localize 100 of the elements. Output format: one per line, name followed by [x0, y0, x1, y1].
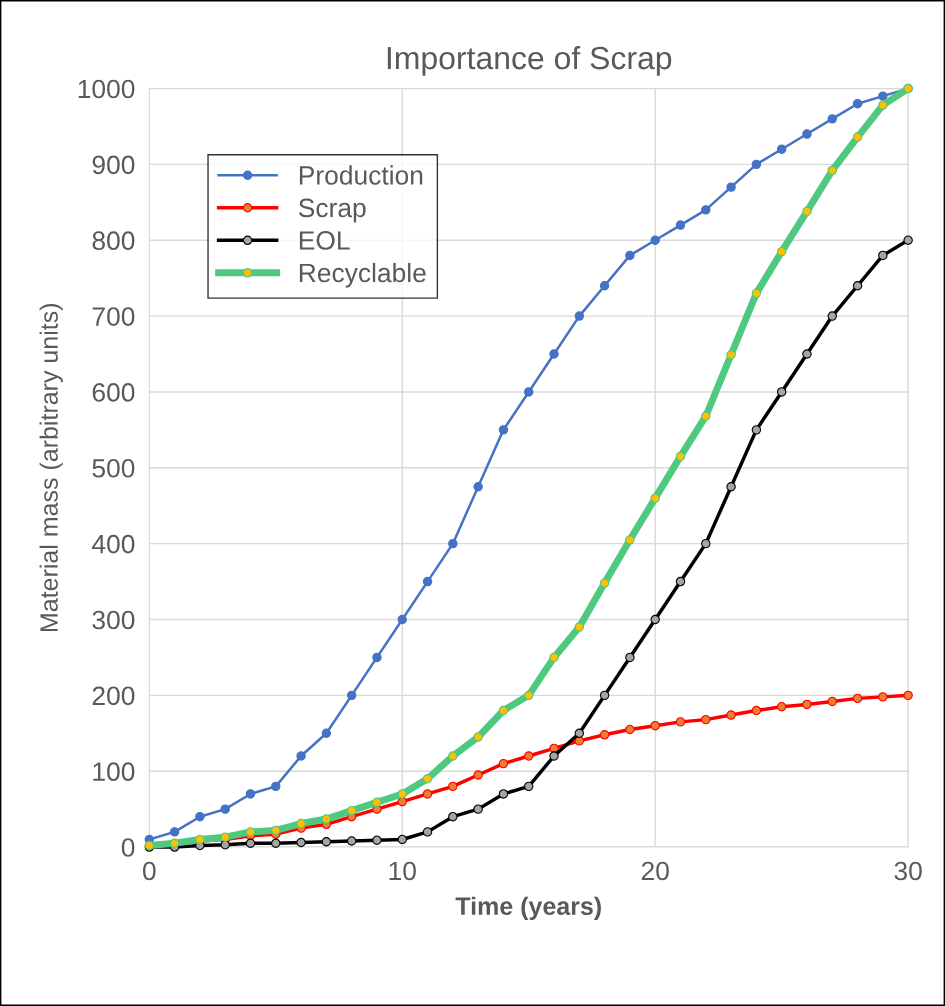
- point: [220, 804, 230, 814]
- legend-label: Production: [299, 165, 423, 185]
- point: [852, 693, 863, 704]
- point: [448, 751, 458, 761]
- point: [650, 235, 660, 245]
- point: [372, 652, 382, 663]
- point: [726, 182, 736, 192]
- point: [625, 724, 635, 735]
- point: [625, 535, 635, 545]
- point: [625, 652, 635, 663]
- x-tick-label: 30: [894, 861, 922, 881]
- y-tick-label: 500: [92, 458, 135, 478]
- point: [726, 482, 736, 492]
- point: [827, 165, 837, 176]
- point: [574, 728, 585, 738]
- point: [675, 576, 686, 587]
- point: [701, 714, 711, 725]
- point: [802, 206, 812, 217]
- point: [346, 836, 357, 846]
- point: [852, 98, 863, 109]
- y-tick-label: 300: [92, 610, 135, 630]
- point: [776, 702, 787, 712]
- y-tick-label: 1000: [78, 79, 135, 99]
- point: [827, 114, 837, 124]
- point: [701, 205, 711, 215]
- point: [701, 411, 711, 421]
- point: [245, 827, 256, 837]
- point: [473, 804, 483, 814]
- x-tick-label: 0: [143, 861, 156, 881]
- point: [599, 281, 610, 291]
- point: [751, 705, 762, 716]
- point: [751, 288, 762, 299]
- point: [473, 770, 483, 780]
- point: [701, 538, 711, 549]
- point: [751, 425, 762, 435]
- point: [625, 250, 635, 261]
- y-tick-label: 0: [121, 838, 135, 857]
- point: [524, 781, 534, 792]
- y-tick-label: 200: [92, 686, 135, 706]
- point: [397, 834, 407, 845]
- point: [675, 220, 686, 230]
- point: [751, 159, 762, 170]
- point: [271, 838, 281, 848]
- point: [903, 690, 913, 701]
- point: [296, 837, 306, 848]
- point: [422, 827, 433, 837]
- point: [726, 350, 736, 360]
- point: [524, 387, 534, 397]
- point: [397, 789, 407, 799]
- legend-label: Recyclable: [299, 262, 426, 288]
- x-tick-label: 20: [641, 861, 669, 881]
- point: [599, 730, 610, 740]
- point: [574, 311, 585, 321]
- point: [448, 538, 458, 549]
- legend-label: EOL: [299, 231, 350, 250]
- point: [498, 758, 509, 769]
- point: [878, 692, 888, 702]
- point: [422, 774, 433, 784]
- point: [346, 805, 357, 816]
- point: [549, 652, 559, 663]
- y-tick-label: 100: [93, 762, 135, 782]
- chart-title: Importance of Scrap: [387, 45, 672, 76]
- point: [776, 246, 787, 257]
- point: [498, 425, 509, 435]
- point: [296, 751, 306, 761]
- point: [346, 690, 357, 701]
- point: [372, 835, 382, 845]
- point: [650, 720, 660, 731]
- point: [245, 838, 256, 848]
- point: [422, 576, 433, 587]
- point: [321, 837, 332, 847]
- point: [524, 690, 534, 701]
- point: [878, 250, 888, 261]
- x-axis-title: Time (years): [455, 896, 601, 920]
- point: [827, 311, 837, 321]
- point: [852, 132, 863, 142]
- point: [195, 811, 205, 822]
- y-tick-label: 800: [92, 231, 135, 251]
- point: [827, 696, 837, 707]
- point: [675, 451, 686, 462]
- point: [776, 387, 787, 397]
- point: [498, 705, 509, 716]
- point: [524, 751, 534, 761]
- point: [574, 622, 585, 632]
- point: [321, 728, 332, 738]
- point: [802, 699, 812, 710]
- point: [903, 235, 913, 245]
- point: [675, 717, 686, 727]
- point: [726, 710, 736, 720]
- point: [549, 349, 559, 359]
- point: [852, 281, 863, 291]
- y-tick-label: 400: [92, 534, 135, 554]
- y-tick-label: 600: [92, 383, 135, 402]
- point: [473, 482, 483, 492]
- point: [498, 789, 509, 799]
- point: [599, 690, 610, 701]
- x-tick-label: 10: [389, 861, 416, 881]
- point: [422, 789, 433, 799]
- point: [549, 743, 559, 754]
- point: [296, 818, 306, 829]
